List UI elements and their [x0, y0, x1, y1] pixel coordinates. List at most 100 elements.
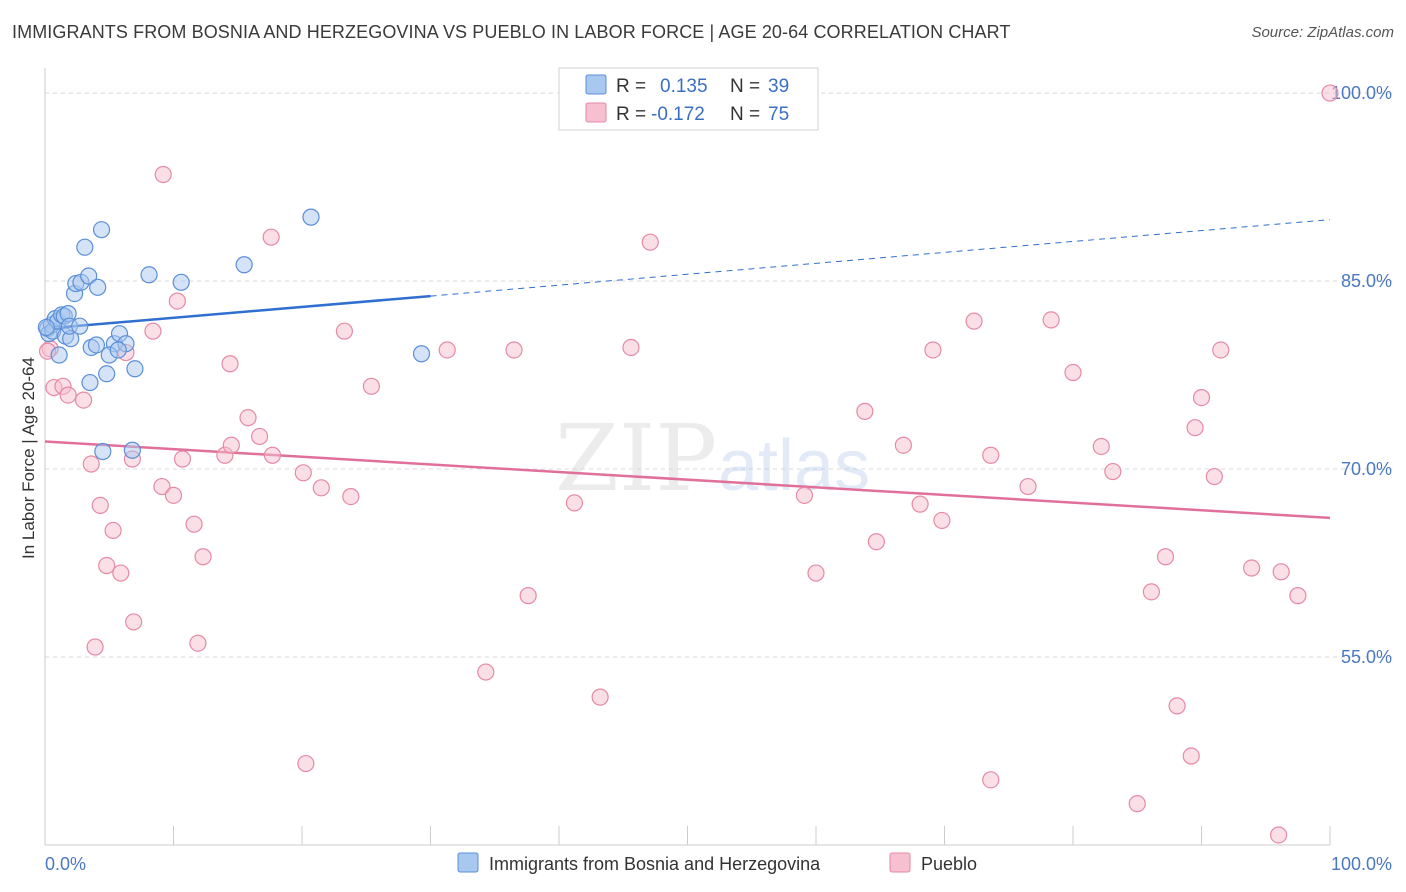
legend-n-value-pink: 75	[768, 104, 789, 125]
bosnia-point	[109, 341, 127, 359]
bosnia-point	[80, 267, 98, 285]
legend-r-label-blue: R =	[616, 76, 646, 97]
pueblo-point	[1156, 548, 1175, 566]
pueblo-point	[965, 312, 983, 330]
pueblo-point	[312, 479, 330, 497]
watermark-zip: ZIP	[555, 405, 717, 512]
bosnia-point	[92, 221, 111, 239]
legend-swatch-blue	[585, 74, 607, 95]
pueblo-point	[1269, 826, 1288, 844]
bosnia-trend-line-extension	[430, 219, 1331, 297]
ticks: 55.0% 70.0% 85.0% 100.0% 0.0% 100.0%	[45, 83, 1392, 874]
pueblo-point	[1212, 341, 1230, 359]
pueblo-point	[297, 754, 315, 773]
pueblo-point	[505, 341, 523, 359]
x-tick-label-min: 0.0%	[45, 854, 86, 874]
legend-n-label-blue: N =	[730, 76, 760, 97]
pueblo-point	[1321, 84, 1339, 102]
x-tick-label-max: 100.0%	[1331, 854, 1392, 874]
pueblo-point	[1042, 311, 1060, 329]
pueblo-point	[144, 322, 162, 340]
pueblo-point	[262, 228, 280, 246]
bottom-legend: Immigrants from Bosnia and Herzegovina P…	[457, 852, 977, 874]
pueblo-point	[239, 409, 257, 427]
pueblo-point	[1192, 388, 1211, 407]
pueblo-point	[335, 322, 354, 340]
pueblo-point	[911, 495, 929, 513]
legend: R = 0.135 N = 39 R = -0.172 N = 75	[558, 67, 819, 131]
pueblo-point	[221, 355, 239, 373]
pueblo-point	[1104, 462, 1122, 481]
pueblo-point	[622, 338, 640, 357]
bosnia-point	[71, 317, 89, 335]
pueblo-point	[438, 341, 456, 359]
pueblo-point	[294, 464, 312, 482]
pueblo-point	[222, 436, 240, 454]
watermark: ZIP atlas	[555, 405, 870, 512]
bottom-legend-label-blue: Immigrants from Bosnia and Herzegovina	[489, 854, 821, 874]
bosnia-point	[81, 373, 99, 392]
legend-r-label-pink: R =	[616, 104, 646, 125]
pueblo-point	[1205, 467, 1223, 486]
legend-r-value-pink: -0.172	[651, 104, 705, 125]
pueblo-point	[1272, 563, 1290, 581]
pueblo-point	[74, 391, 93, 409]
pueblo-point	[362, 377, 380, 395]
pueblo-point	[519, 587, 537, 605]
pueblo-point	[112, 564, 130, 582]
bosnia-point	[235, 256, 253, 274]
pueblo-point	[856, 402, 874, 420]
gridlines	[45, 92, 1392, 658]
bosnia-point	[76, 238, 94, 256]
y-axis-label: In Labor Force | Age 20-64	[19, 357, 38, 559]
pueblo-point	[1289, 587, 1307, 605]
bosnia-points	[37, 208, 431, 461]
pueblo-point	[189, 634, 207, 652]
source-label: Source: ZipAtlas.com	[1251, 24, 1394, 41]
pueblo-point	[82, 455, 100, 473]
pueblo-point	[194, 548, 212, 566]
bosnia-point	[172, 273, 190, 291]
bosnia-point	[87, 336, 106, 354]
pueblo-point	[59, 386, 77, 404]
pueblo-point	[98, 556, 116, 575]
y-tick-label: 55.0%	[1341, 647, 1392, 667]
y-tick-label: 100.0%	[1331, 83, 1392, 103]
y-tick-label: 85.0%	[1341, 271, 1392, 291]
pueblo-point	[91, 496, 109, 514]
bosnia-point	[37, 318, 55, 337]
chart-title: IMMIGRANTS FROM BOSNIA AND HERZEGOVINA V…	[12, 22, 1011, 42]
pueblo-point	[1243, 559, 1261, 577]
pueblo-point	[982, 771, 1000, 789]
axes	[44, 68, 1331, 846]
pueblo-point	[591, 688, 609, 706]
pueblo-points	[38, 84, 1339, 844]
bosnia-point	[94, 442, 112, 461]
bottom-legend-label-pink: Pueblo	[921, 854, 977, 874]
pueblo-point	[1064, 363, 1082, 382]
pueblo-trend-line	[44, 440, 1331, 520]
pueblo-point	[342, 488, 360, 506]
watermark-atlas: atlas	[718, 426, 870, 506]
pueblo-point	[164, 486, 183, 504]
pueblo-point	[154, 165, 172, 184]
pueblo-point	[894, 436, 912, 454]
pueblo-point	[477, 663, 495, 681]
pueblo-point	[1019, 477, 1037, 496]
pueblo-point	[933, 511, 951, 530]
pueblo-point	[924, 341, 942, 359]
pueblo-point	[86, 638, 104, 656]
bosnia-point	[89, 278, 107, 296]
legend-n-label-pink: N =	[730, 104, 760, 125]
pueblo-point	[795, 486, 814, 504]
pueblo-point	[1142, 583, 1160, 601]
y-tick-label: 70.0%	[1341, 459, 1392, 479]
pueblo-point	[104, 521, 122, 540]
legend-n-value-blue: 39	[768, 76, 789, 97]
pueblo-point	[641, 233, 659, 251]
pueblo-point	[1186, 419, 1204, 437]
bosnia-point	[140, 266, 158, 284]
pueblo-point	[1168, 697, 1186, 715]
pueblo-point	[173, 450, 192, 468]
